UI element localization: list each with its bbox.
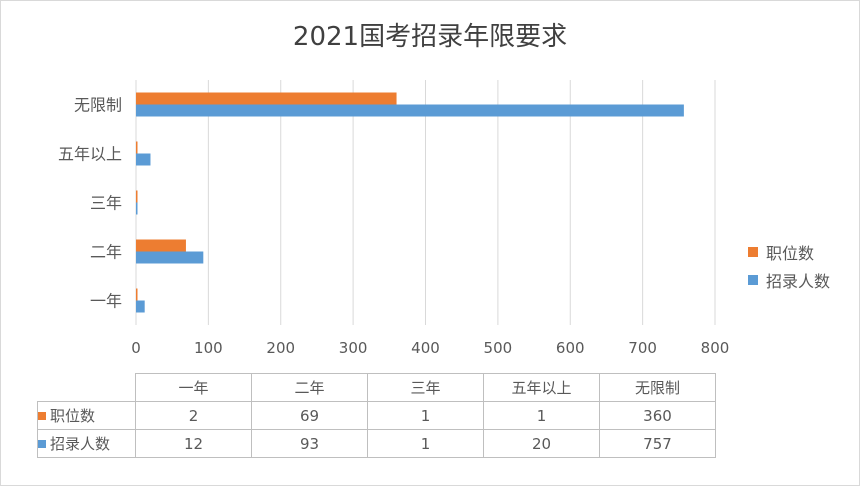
y-category-label: 无限制 bbox=[74, 96, 122, 115]
row-swatch-positions bbox=[38, 411, 46, 420]
row-label-text-positions: 职位数 bbox=[50, 407, 96, 425]
data-table: 一年 二年 三年 五年以上 无限制 2 69 1 1 360 12 93 1 2… bbox=[135, 373, 716, 458]
bar bbox=[136, 202, 138, 215]
bar bbox=[136, 300, 145, 313]
header-cell: 无限制 bbox=[599, 373, 716, 402]
table-cell: 12 bbox=[135, 429, 252, 458]
x-tick-label: 0 bbox=[131, 339, 141, 357]
bar bbox=[136, 104, 684, 117]
header-cell: 二年 bbox=[251, 373, 368, 402]
table-cell: 93 bbox=[251, 429, 368, 458]
table-cell: 1 bbox=[367, 429, 484, 458]
table-cell: 69 bbox=[251, 401, 368, 430]
header-cell: 五年以上 bbox=[483, 373, 600, 402]
table-cell: 1 bbox=[367, 401, 484, 430]
row-label-hires: 招录人数 bbox=[38, 430, 110, 457]
bar bbox=[136, 251, 204, 264]
bar bbox=[136, 92, 397, 105]
bar bbox=[136, 190, 138, 203]
data-table-row-hires: 12 93 1 20 757 bbox=[135, 429, 716, 458]
x-tick-label: 300 bbox=[339, 339, 368, 357]
x-tick-label: 800 bbox=[701, 339, 730, 357]
bar bbox=[136, 288, 138, 301]
chart-title: 2021国考招录年限要求 bbox=[292, 22, 568, 52]
x-tick-label: 500 bbox=[484, 339, 513, 357]
y-category-label: 五年以上 bbox=[58, 145, 122, 164]
table-cell: 757 bbox=[599, 429, 716, 458]
x-tick-label: 700 bbox=[628, 339, 657, 357]
row-label-text-hires: 招录人数 bbox=[50, 435, 111, 453]
header-cell: 一年 bbox=[135, 373, 252, 402]
bar bbox=[136, 153, 151, 166]
data-table-row-positions: 2 69 1 1 360 bbox=[135, 401, 716, 430]
table-cell: 1 bbox=[483, 401, 600, 430]
x-tick-label: 200 bbox=[266, 339, 295, 357]
legend-swatch-hires bbox=[748, 275, 758, 285]
legend-label-hires: 招录人数 bbox=[766, 272, 831, 291]
legend-swatch-positions bbox=[748, 247, 758, 257]
bar bbox=[136, 141, 138, 154]
data-table-header-row: 一年 二年 三年 五年以上 无限制 bbox=[135, 373, 716, 402]
y-category-label: 三年 bbox=[90, 194, 122, 213]
table-cell: 2 bbox=[135, 401, 252, 430]
table-cell: 20 bbox=[483, 429, 600, 458]
x-tick-label: 600 bbox=[556, 339, 585, 357]
table-cell: 360 bbox=[599, 401, 716, 430]
bar bbox=[136, 239, 186, 252]
y-category-label: 二年 bbox=[90, 243, 122, 262]
row-label-positions: 职位数 bbox=[38, 402, 95, 429]
x-tick-label: 400 bbox=[411, 339, 440, 357]
legend: 职位数 招录人数 bbox=[748, 238, 830, 294]
x-tick-label: 100 bbox=[194, 339, 223, 357]
header-cell: 三年 bbox=[367, 373, 484, 402]
legend-label-positions: 职位数 bbox=[766, 244, 815, 263]
row-label-divider bbox=[37, 429, 135, 430]
y-category-label: 一年 bbox=[90, 292, 122, 311]
legend-item-positions: 职位数 bbox=[748, 238, 830, 266]
legend-item-hires: 招录人数 bbox=[748, 266, 830, 294]
row-swatch-hires bbox=[38, 439, 46, 448]
